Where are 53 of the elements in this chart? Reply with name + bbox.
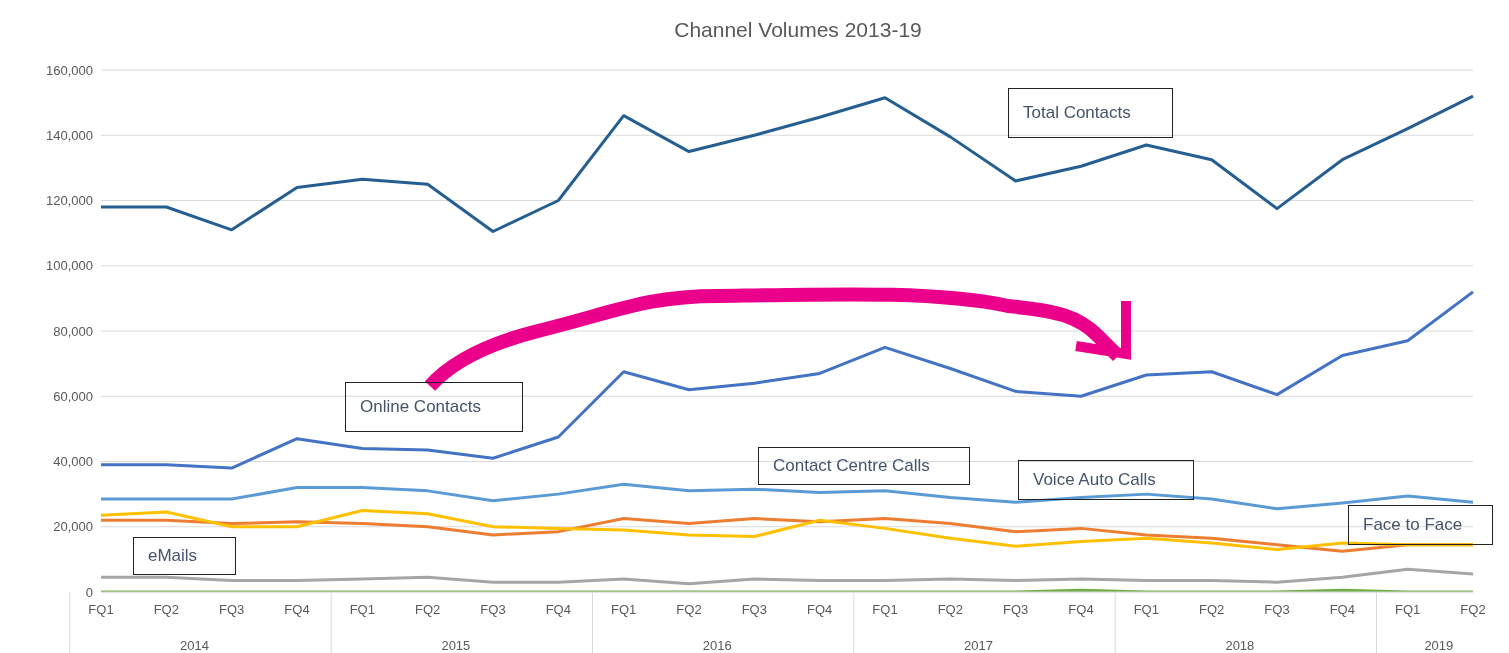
x-tick-label: FQ2 (415, 602, 441, 617)
y-tick-label: 80,000 (53, 323, 93, 339)
x-tick-label: FQ2 (937, 602, 963, 617)
text: 2014 (180, 638, 210, 653)
text: 2015 (441, 638, 471, 653)
y-tick-label: 140,000 (46, 127, 93, 143)
y-tick-label: 40,000 (53, 454, 93, 470)
text: 2019 (1424, 638, 1454, 653)
x-tick-label: FQ2 (1460, 602, 1486, 617)
x-tick-label: FQ1 (872, 602, 898, 617)
text: 2017 (964, 638, 994, 653)
text-box: Online Contacts (345, 382, 523, 432)
x-tick-label: FQ3 (741, 602, 767, 617)
text-box: eMails (133, 537, 236, 575)
x-tick-label: FQ4 (807, 602, 833, 617)
text: 2018 (1225, 638, 1255, 653)
x-tick-label: FQ1 (1395, 602, 1421, 617)
x-tick-label: FQ2 (676, 602, 702, 617)
x-tick-label: FQ3 (219, 602, 245, 617)
line-series (99, 290, 1475, 470)
line-series (99, 94, 1475, 233)
chart-title: Channel Volumes 2013-19 (673, 18, 923, 42)
x-tick-label: FQ4 (1329, 602, 1355, 617)
x-tick-label: FQ2 (1199, 602, 1225, 617)
x-tick-label: FQ1 (349, 602, 375, 617)
annotation: Total Contacts (1023, 103, 1131, 123)
y-tick-label: 120,000 (46, 193, 93, 209)
text-box: Face to Face (1348, 505, 1493, 545)
text: 2016 (702, 638, 732, 653)
annotation: Contact Centre Calls (773, 456, 930, 476)
annotation: Face to Face (1363, 515, 1463, 535)
x-tick-label: FQ4 (1068, 602, 1094, 617)
x-tick-label: FQ2 (153, 602, 179, 617)
y-tick-label: 20,000 (53, 519, 93, 535)
x-tick-label: FQ4 (545, 602, 571, 617)
x-tick-label: FQ1 (611, 602, 637, 617)
y-tick-label: 100,000 (46, 258, 93, 274)
text-box: Voice Auto Calls (1018, 460, 1194, 500)
line-series (99, 567, 1475, 586)
x-tick-label: FQ3 (480, 602, 506, 617)
x-tick-label: FQ3 (1264, 602, 1290, 617)
annotation: Voice Auto Calls (1033, 470, 1156, 490)
x-tick-label: FQ1 (1133, 602, 1159, 617)
x-tick-label: FQ3 (1003, 602, 1029, 617)
text-box: Total Contacts (1008, 88, 1173, 138)
text-box: Contact Centre Calls (758, 447, 970, 485)
annotation: Online Contacts (360, 397, 481, 417)
annotation: eMails (148, 546, 198, 566)
x-tick-label: FQ1 (88, 602, 114, 617)
y-tick-label: 0 (85, 584, 93, 600)
y-tick-label: 160,000 (46, 62, 93, 78)
x-tick-label: FQ4 (284, 602, 310, 617)
y-tick-label: 60,000 (53, 388, 93, 404)
